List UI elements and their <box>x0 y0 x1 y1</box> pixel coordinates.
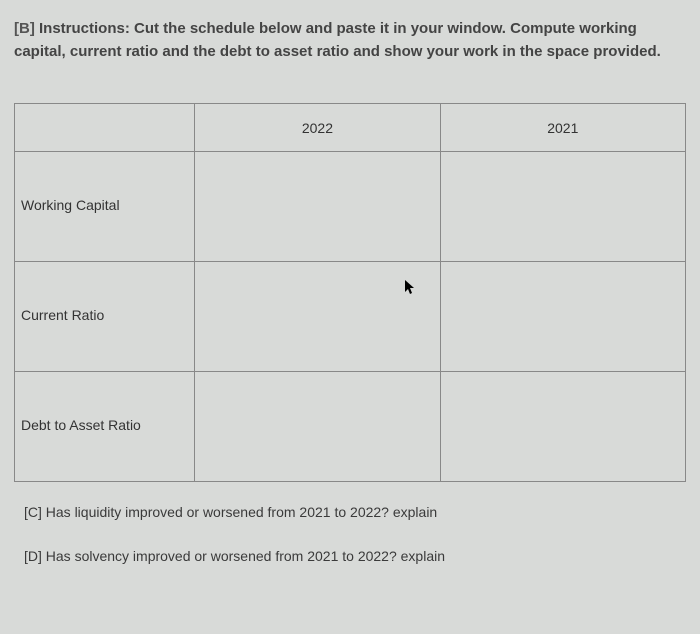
cell-da-2021 <box>440 372 685 482</box>
header-empty <box>15 104 195 152</box>
cell-wc-2022 <box>195 152 440 262</box>
section-label-b: [B] <box>14 20 35 37</box>
cell-cr-2022 <box>195 262 440 372</box>
instructions-text: [B] Instructions: Cut the schedule below… <box>14 18 686 63</box>
row-label-working-capital: Working Capital <box>15 152 195 262</box>
row-label-debt-asset: Debt to Asset Ratio <box>15 372 195 482</box>
worksheet-table: 2022 2021 Working Capital Current Ratio … <box>14 103 686 482</box>
cell-da-2022 <box>195 372 440 482</box>
instructions-body: Instructions: Cut the schedule below and… <box>14 20 661 60</box>
header-2021: 2021 <box>440 104 685 152</box>
cell-cr-2021 <box>440 262 685 372</box>
table-row: Debt to Asset Ratio <box>15 372 686 482</box>
cell-wc-2021 <box>440 152 685 262</box>
question-d: [D] Has solvency improved or worsened fr… <box>24 548 686 564</box>
row-label-current-ratio: Current Ratio <box>15 262 195 372</box>
table-row: Current Ratio <box>15 262 686 372</box>
table-row: Working Capital <box>15 152 686 262</box>
table-header-row: 2022 2021 <box>15 104 686 152</box>
header-2022: 2022 <box>195 104 440 152</box>
question-c: [C] Has liquidity improved or worsened f… <box>24 504 686 520</box>
